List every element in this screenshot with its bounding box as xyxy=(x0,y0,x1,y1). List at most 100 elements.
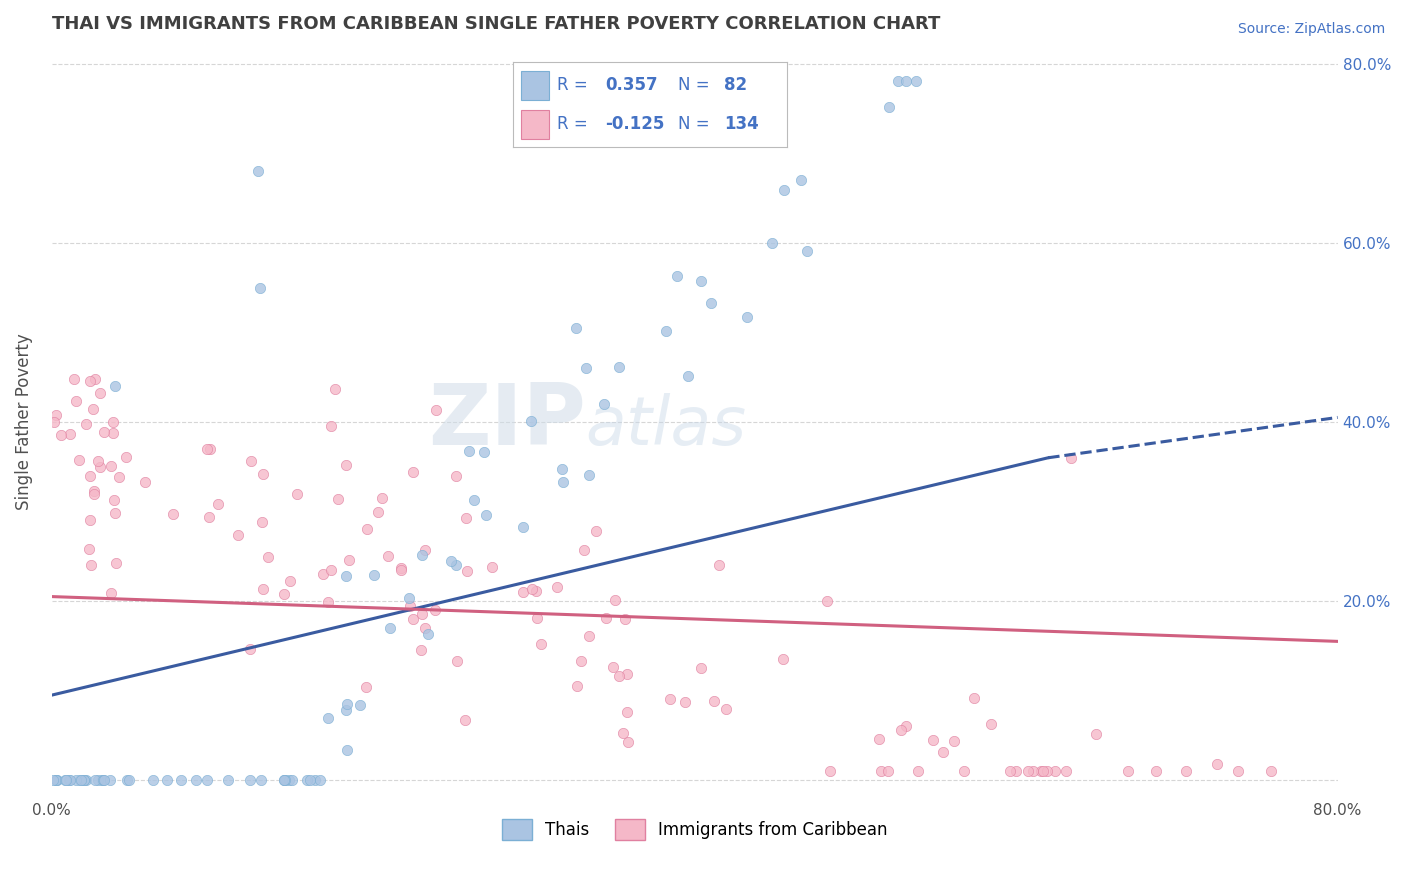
Point xyxy=(45,773,67,788)
Point xyxy=(45,773,67,788)
Point xyxy=(349,698,371,712)
Point xyxy=(512,584,534,599)
Point xyxy=(278,773,301,788)
Point xyxy=(894,74,917,88)
Point xyxy=(887,74,910,88)
Point xyxy=(73,773,96,788)
Point xyxy=(98,773,121,788)
Text: THAI VS IMMIGRANTS FROM CARIBBEAN SINGLE FATHER POVERTY CORRELATION CHART: THAI VS IMMIGRANTS FROM CARIBBEAN SINGLE… xyxy=(52,15,941,33)
Point xyxy=(65,394,87,409)
Point xyxy=(1205,757,1227,772)
Point xyxy=(59,773,82,788)
Point xyxy=(67,452,90,467)
Point xyxy=(398,591,420,605)
Point xyxy=(593,397,616,411)
Point xyxy=(1116,764,1139,779)
Point xyxy=(578,467,600,482)
Point xyxy=(440,554,463,568)
Point xyxy=(796,244,818,258)
Point xyxy=(585,524,607,538)
Point xyxy=(922,733,945,747)
Point xyxy=(207,497,229,511)
Text: R =: R = xyxy=(557,77,588,95)
Point xyxy=(463,492,485,507)
Point xyxy=(546,580,568,594)
Point xyxy=(83,483,105,498)
Point xyxy=(605,593,627,607)
Point xyxy=(659,691,682,706)
Point xyxy=(553,475,575,490)
Point xyxy=(1260,764,1282,779)
Text: Source: ZipAtlas.com: Source: ZipAtlas.com xyxy=(1237,22,1385,37)
Point xyxy=(564,321,586,335)
Point xyxy=(55,773,77,788)
Point xyxy=(678,368,700,383)
Point xyxy=(1036,764,1059,779)
Text: N =: N = xyxy=(678,115,709,133)
Point xyxy=(217,773,239,788)
Point xyxy=(737,310,759,324)
Point xyxy=(1032,764,1054,779)
Point xyxy=(198,509,221,524)
Point xyxy=(89,386,111,401)
Point xyxy=(389,563,412,577)
Point xyxy=(75,773,97,788)
Point xyxy=(877,99,900,113)
Point xyxy=(100,458,122,473)
Point xyxy=(41,773,63,788)
Point xyxy=(273,587,295,601)
Point xyxy=(240,454,263,468)
Point xyxy=(565,679,588,693)
Point xyxy=(299,773,322,788)
Point xyxy=(612,726,634,740)
Point xyxy=(77,542,100,557)
Point xyxy=(273,773,295,788)
Point xyxy=(689,274,711,288)
Point xyxy=(569,654,592,668)
Point xyxy=(90,773,112,788)
Point xyxy=(456,564,478,578)
Point xyxy=(104,379,127,393)
Point xyxy=(295,773,318,788)
Point xyxy=(1017,764,1039,779)
Point xyxy=(1029,764,1052,779)
Point xyxy=(326,492,349,507)
Point xyxy=(475,508,498,522)
Point xyxy=(904,74,927,88)
Point xyxy=(134,475,156,490)
Point xyxy=(93,773,115,788)
Text: -0.125: -0.125 xyxy=(605,115,665,133)
Point xyxy=(673,695,696,709)
Point xyxy=(980,717,1002,731)
Point xyxy=(239,773,262,788)
Point xyxy=(1175,764,1198,779)
Point xyxy=(58,773,80,788)
Bar xyxy=(522,110,548,139)
Point xyxy=(707,558,730,572)
Point xyxy=(335,569,357,583)
Point xyxy=(772,652,794,666)
Point xyxy=(607,360,630,375)
Point xyxy=(79,513,101,527)
Point xyxy=(335,703,357,717)
Point xyxy=(354,680,377,694)
Point xyxy=(389,561,412,575)
Point xyxy=(1060,450,1083,465)
Point xyxy=(45,773,67,788)
Point xyxy=(101,425,124,440)
Point xyxy=(890,723,912,737)
Point xyxy=(522,582,544,596)
Text: atlas: atlas xyxy=(585,392,747,458)
Point xyxy=(690,661,713,675)
Text: 0.357: 0.357 xyxy=(605,77,658,95)
Point xyxy=(616,705,638,719)
Text: 134: 134 xyxy=(724,115,759,133)
Point xyxy=(1084,727,1107,741)
Text: R =: R = xyxy=(557,115,588,133)
Point xyxy=(82,401,104,416)
Point xyxy=(309,773,332,788)
Point xyxy=(101,416,124,430)
Point xyxy=(156,773,179,788)
Point xyxy=(519,414,541,428)
Point xyxy=(703,694,725,708)
